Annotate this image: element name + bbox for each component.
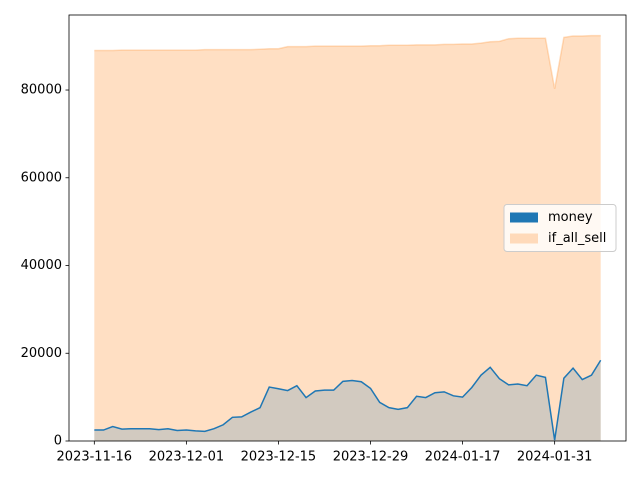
legend-swatch [510,212,538,223]
area-line [94,359,602,441]
plot-frame [68,14,627,442]
y-tick-label: 20000 [21,346,62,361]
y-tick-label: 80000 [21,83,62,98]
x-tick-label: 2023-11-16 [57,450,133,465]
x-tick-label: 2023-12-01 [149,450,225,465]
x-tick-label: 2024-01-31 [517,450,593,465]
y-tick-label: 40000 [21,258,62,273]
x-tick-label: 2023-12-29 [333,450,409,465]
area-fill [94,35,601,442]
legend-label: money [548,210,593,225]
x-tick-label: 2023-12-15 [241,450,317,465]
y-tick-label: 60000 [21,170,62,185]
legend-swatch [510,233,538,244]
area-line [94,34,601,89]
x-tick-label: 2024-01-17 [425,450,501,465]
y-tick-label: 0 [54,434,62,449]
area-fill [94,360,601,441]
legend-label: if_all_sell [548,231,606,246]
